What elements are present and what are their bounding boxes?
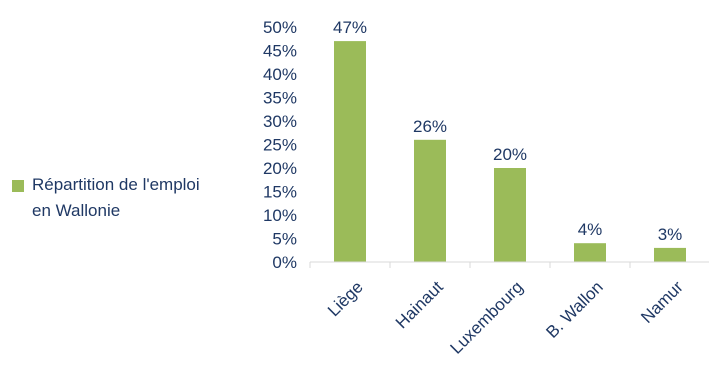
legend-label-line-1: Répartition de l'emploi <box>32 175 200 194</box>
bar <box>654 247 686 262</box>
y-tick-label: 40% <box>263 65 297 84</box>
y-tick-label: 10% <box>263 206 297 225</box>
data-label: 47% <box>333 18 367 37</box>
y-tick-label: 20% <box>263 159 297 178</box>
y-tick-label: 30% <box>263 112 297 131</box>
x-tick-label: B. Wallon <box>542 277 606 341</box>
x-tick-label: Liège <box>324 277 367 320</box>
y-axis: 0% 5% 10% 15% 20% 25% 30% 35% 40% 45% 50% <box>263 18 297 272</box>
bars <box>334 41 686 262</box>
legend-label-line-2: en Wallonie <box>32 201 121 220</box>
bar <box>494 168 526 262</box>
bar <box>334 41 366 262</box>
y-tick-label: 45% <box>263 42 297 61</box>
data-label: 20% <box>493 145 527 164</box>
x-tick-label: Hainaut <box>392 277 447 332</box>
data-label: 3% <box>658 225 683 244</box>
data-label: 4% <box>578 220 603 239</box>
x-tick-label: Luxembourg <box>447 277 527 357</box>
bar <box>414 139 446 262</box>
y-tick-label: 15% <box>263 183 297 202</box>
bar <box>574 243 606 262</box>
y-tick-label: 25% <box>263 136 297 155</box>
y-tick-label: 5% <box>272 230 297 249</box>
x-axis <box>309 261 709 268</box>
legend-swatch <box>12 180 24 192</box>
y-tick-label: 0% <box>272 253 297 272</box>
legend-label: Répartition de l'emploi en Wallonie <box>32 172 200 224</box>
y-tick-label: 50% <box>263 18 297 37</box>
category-labels: Liège Hainaut Luxembourg B. Wallon Namur <box>324 277 687 358</box>
y-tick-label: 35% <box>263 89 297 108</box>
data-label: 26% <box>413 117 447 136</box>
x-tick-label: Namur <box>637 277 687 327</box>
value-labels: 47% 26% 20% 4% 3% <box>333 18 682 244</box>
